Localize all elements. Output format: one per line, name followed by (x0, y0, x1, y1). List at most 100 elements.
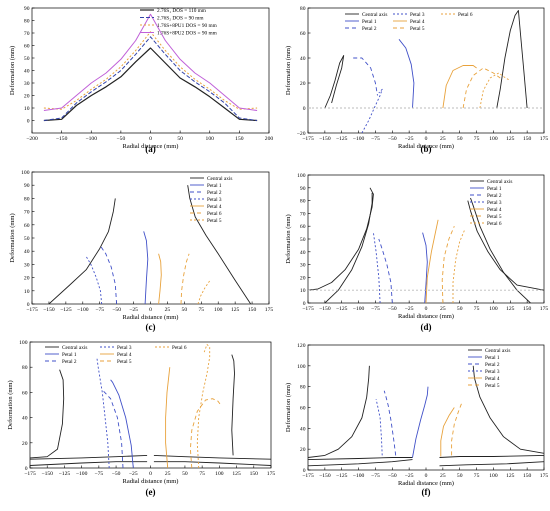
x-tick-label: 125 (231, 307, 240, 313)
x-tick-label: −175 (302, 473, 314, 479)
y-tick-label: 90 (24, 6, 30, 12)
x-axis-label: Radial distance (mm) (398, 143, 454, 150)
series-line (372, 232, 381, 303)
x-tick-label: −50 (388, 136, 397, 142)
x-tick-label: −125 (336, 306, 348, 312)
x-tick-label: 100 (206, 136, 215, 142)
series-line (375, 399, 383, 456)
legend-label: Central axis (485, 348, 510, 354)
plot-frame (31, 171, 270, 305)
x-tick-label: 175 (540, 473, 549, 479)
series-group (308, 187, 544, 303)
y-tick-label: 70 (24, 210, 30, 216)
series-line (308, 365, 370, 458)
y-tick-label: 0 (25, 466, 28, 472)
y-tick-label: 100 (297, 173, 306, 179)
y-tick-label: 80 (24, 19, 30, 25)
series-line (43, 31, 258, 110)
x-tick-label: −125 (60, 307, 72, 313)
x-axis-label: Radial distance (mm) (398, 313, 454, 320)
panel-label: (b) (421, 144, 432, 154)
series-line (467, 200, 544, 291)
y-tick-label: 20 (24, 276, 30, 282)
x-tick-label: 175 (265, 307, 274, 313)
x-tick-label: −100 (85, 136, 97, 142)
y-tick-label: 70 (300, 211, 306, 217)
x-tick-label: 100 (489, 136, 498, 142)
series-line (308, 457, 413, 461)
y-tick-label: 100 (19, 340, 28, 346)
series-line (180, 253, 190, 304)
panel-label: (d) (421, 322, 432, 332)
series-line (143, 231, 149, 304)
x-tick-label: −175 (26, 307, 38, 313)
series-line (43, 47, 258, 122)
x-tick-label: 0 (425, 306, 428, 312)
y-tick-label: 90 (300, 186, 306, 192)
legend-label: Petal 1 (207, 183, 222, 189)
legend-label: Petal 3 (487, 200, 502, 206)
x-tick-label: −125 (59, 471, 71, 477)
y-axis-label: Deformation (mm) (9, 46, 16, 95)
x-tick-label: 0 (425, 136, 428, 142)
series-line (353, 57, 378, 96)
y-tick-label: 80 (300, 199, 306, 205)
x-tick-label: 75 (199, 471, 205, 477)
y-axis-label: Deformation (mm) (7, 380, 14, 429)
legend-label: Petal 3 (207, 197, 222, 203)
x-tick-label: 125 (232, 471, 241, 477)
y-axis-label: Deformation (mm) (9, 213, 16, 262)
panel-a: −200 −150 −100 −50 0 50 100 150 200 0 10 20 30 40 50 60… (9, 6, 273, 154)
series-group (308, 10, 544, 133)
x-tick-label: 50 (457, 473, 463, 479)
x-tick-label: 125 (506, 136, 515, 142)
x-tick-label: 150 (248, 307, 257, 313)
x-tick-label: −150 (56, 136, 68, 142)
series-line (462, 67, 501, 109)
x-tick-label: 75 (198, 307, 204, 313)
x-tick-label: −25 (405, 306, 414, 312)
x-tick-label: 25 (440, 473, 446, 479)
series-line (425, 219, 439, 303)
series-line (439, 461, 544, 467)
legend-label: Petal 2 (362, 26, 377, 32)
legend-label: Petal 5 (207, 218, 222, 224)
series-line (440, 407, 455, 457)
legend-label: Petal 4 (487, 207, 502, 213)
legend-label: Petal 6 (207, 211, 222, 217)
x-tick-label: −150 (319, 473, 331, 479)
legend-label: Petal 2 (207, 190, 222, 196)
panel-f: −175 −150 −125 −100 −75 −50 −25 0 25 50 75 100 125 15… (285, 343, 548, 497)
legend-label: Petal 2 (62, 359, 77, 365)
y-tick-label: 40 (300, 56, 306, 62)
y-tick-label: 80 (300, 6, 306, 12)
legend-label: Central axis (362, 12, 387, 18)
x-tick-label: 175 (540, 136, 549, 142)
x-tick-label: 75 (474, 136, 480, 142)
y-tick-label: 60 (300, 31, 306, 37)
x-tick-label: 150 (523, 136, 532, 142)
series-line (96, 357, 110, 468)
series-group (308, 365, 544, 467)
series-line (153, 454, 271, 460)
x-tick-label: −100 (353, 473, 365, 479)
x-tick-label: 50 (457, 136, 463, 142)
y-tick-label: 50 (24, 56, 30, 62)
panel-c: −175 −150 −125 −100 −75 −50 −25 0 25 50 75 100 125 15… (9, 170, 273, 332)
y-tick-label: 20 (300, 81, 306, 87)
series-line (30, 369, 65, 459)
legend: 2.76S₁ DOS = 110 mm2.76S₂ DOS = 90 mm1.7… (140, 8, 218, 37)
y-tick-label: 20 (24, 94, 30, 100)
x-tick-label: −25 (405, 473, 414, 479)
x-tick-label: 50 (182, 307, 188, 313)
series-line (383, 390, 397, 456)
x-tick-label: −100 (353, 136, 365, 142)
y-tick-label: 90 (24, 183, 30, 189)
panel-label: (e) (146, 487, 156, 497)
x-tick-label: −25 (129, 471, 138, 477)
y-tick-label: 50 (300, 237, 306, 243)
y-axis-label: Deformation (mm) (285, 46, 292, 95)
x-tick-label: 175 (540, 306, 549, 312)
y-tick-label: 100 (297, 364, 306, 370)
series-group (43, 13, 258, 122)
